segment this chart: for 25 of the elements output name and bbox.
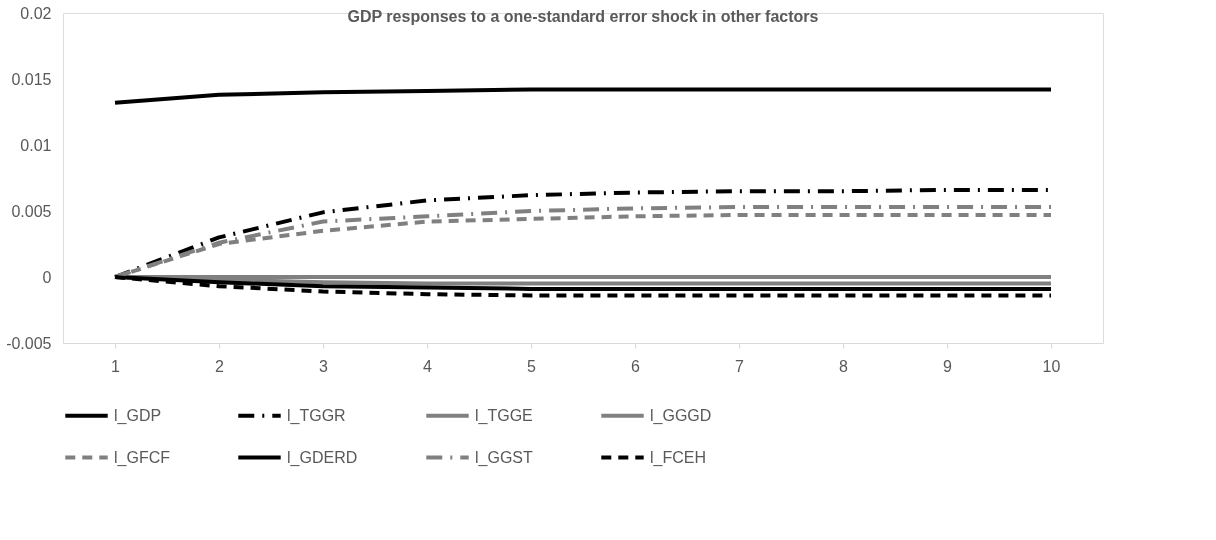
x-tick-label: 8 [839, 357, 849, 375]
chart-title: GDP responses to a one-standard error shock in other factors [347, 8, 819, 25]
x-tick-label: 7 [735, 357, 745, 375]
legend-label: l_GDERD [287, 448, 358, 467]
x-tick-label: 9 [943, 357, 953, 375]
legend-label: l_GGST [475, 448, 534, 467]
x-tick-label: 5 [527, 357, 537, 375]
legend-label: l_TGGE [475, 406, 533, 425]
y-tick-label: 0.01 [20, 136, 52, 154]
legend-label: l_TGGR [287, 406, 346, 425]
legend-label: l_GGGD [650, 406, 712, 425]
x-tick-label: 10 [1042, 357, 1061, 375]
legend-label: l_GFCF [114, 448, 171, 467]
legend-label: l_FCEH [650, 448, 707, 467]
y-tick-label: 0.015 [11, 70, 52, 88]
y-tick-label: 0 [42, 268, 52, 286]
x-tick-label: 6 [631, 357, 641, 375]
x-tick-label: 4 [423, 357, 433, 375]
x-tick-label: 1 [111, 357, 121, 375]
y-tick-label: 0.005 [11, 202, 52, 220]
y-tick-label: 0.02 [20, 4, 52, 22]
x-tick-label: 3 [319, 357, 329, 375]
legend-label: l_GDP [114, 406, 162, 425]
y-tick-label: -0.005 [6, 334, 52, 352]
x-tick-label: 2 [215, 357, 225, 375]
